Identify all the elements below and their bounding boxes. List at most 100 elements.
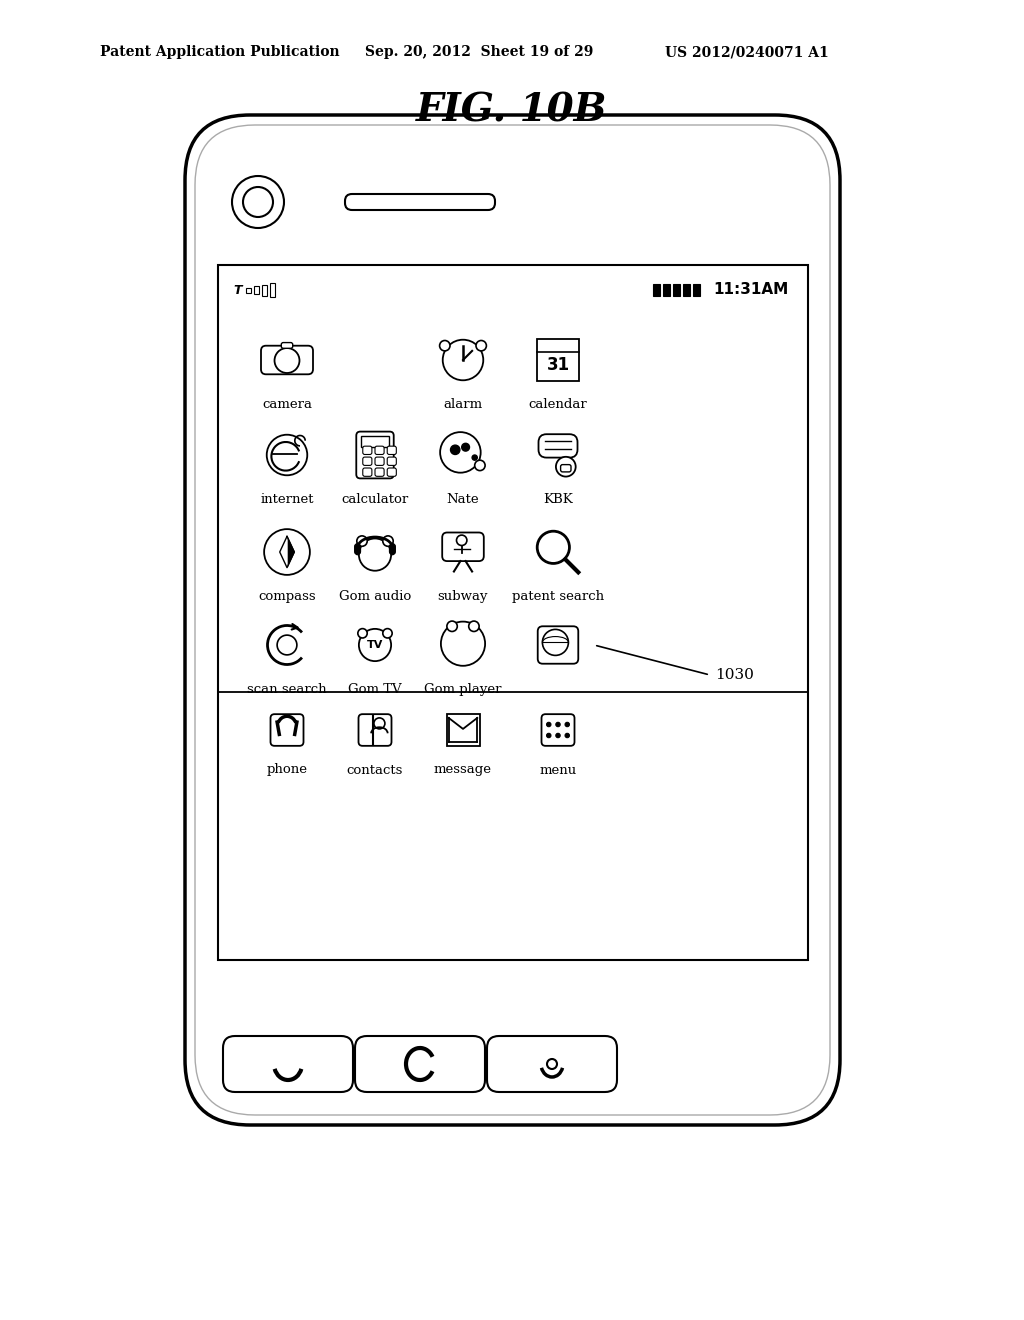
FancyBboxPatch shape [218, 265, 808, 960]
Circle shape [374, 718, 385, 729]
FancyBboxPatch shape [442, 532, 483, 561]
Circle shape [538, 531, 569, 564]
Text: T: T [233, 284, 242, 297]
Circle shape [356, 536, 368, 546]
Text: calculator: calculator [341, 492, 409, 506]
FancyBboxPatch shape [354, 544, 360, 554]
FancyBboxPatch shape [261, 346, 313, 375]
FancyBboxPatch shape [362, 446, 372, 454]
Circle shape [264, 529, 310, 576]
FancyBboxPatch shape [362, 457, 372, 466]
Text: Patent Application Publication: Patent Application Publication [100, 45, 340, 59]
FancyBboxPatch shape [362, 469, 372, 477]
FancyBboxPatch shape [223, 1036, 353, 1092]
Circle shape [475, 461, 485, 471]
FancyBboxPatch shape [345, 194, 495, 210]
Text: Gom audio: Gom audio [339, 590, 411, 603]
Circle shape [274, 348, 299, 374]
Circle shape [441, 622, 485, 665]
Text: Gom TV: Gom TV [348, 682, 401, 696]
FancyBboxPatch shape [389, 544, 395, 554]
Circle shape [446, 622, 458, 631]
FancyBboxPatch shape [560, 465, 571, 471]
Text: 1030: 1030 [715, 668, 754, 682]
Circle shape [556, 734, 560, 738]
Text: KBK: KBK [543, 492, 572, 506]
Circle shape [556, 457, 575, 477]
Bar [663, 284, 670, 296]
FancyBboxPatch shape [358, 714, 391, 746]
Circle shape [476, 341, 486, 351]
FancyBboxPatch shape [538, 339, 579, 380]
Bar [653, 284, 660, 296]
FancyBboxPatch shape [446, 714, 479, 746]
Circle shape [439, 341, 450, 351]
FancyBboxPatch shape [542, 714, 574, 746]
Circle shape [451, 445, 460, 454]
Bar [693, 284, 700, 296]
FancyBboxPatch shape [282, 343, 293, 348]
FancyBboxPatch shape [185, 115, 840, 1125]
Circle shape [547, 1059, 557, 1069]
Circle shape [358, 539, 391, 570]
FancyBboxPatch shape [270, 714, 303, 746]
Text: internet: internet [260, 492, 313, 506]
Circle shape [462, 444, 469, 451]
FancyBboxPatch shape [375, 457, 384, 466]
Bar [262, 285, 267, 296]
Circle shape [547, 734, 551, 738]
Text: compass: compass [258, 590, 315, 603]
Text: Gom player: Gom player [424, 682, 502, 696]
FancyBboxPatch shape [387, 457, 396, 466]
Text: camera: camera [262, 397, 312, 411]
Circle shape [243, 187, 273, 216]
Circle shape [543, 630, 568, 656]
Circle shape [565, 722, 569, 727]
Bar [246, 288, 251, 293]
Text: 11:31AM: 11:31AM [713, 282, 788, 297]
Text: scan search: scan search [247, 682, 327, 696]
Circle shape [278, 635, 297, 655]
Circle shape [472, 455, 477, 461]
FancyBboxPatch shape [361, 437, 388, 447]
Circle shape [358, 628, 391, 661]
Text: patent search: patent search [512, 590, 604, 603]
Circle shape [440, 432, 480, 473]
Bar [673, 284, 680, 296]
Text: message: message [434, 763, 492, 776]
FancyBboxPatch shape [356, 432, 393, 478]
Bar [270, 282, 275, 297]
Polygon shape [280, 536, 287, 568]
Circle shape [556, 722, 560, 727]
Bar [254, 286, 259, 294]
Circle shape [469, 622, 479, 631]
Text: menu: menu [540, 763, 577, 776]
Text: phone: phone [266, 763, 307, 776]
Text: US 2012/0240071 A1: US 2012/0240071 A1 [665, 45, 828, 59]
Text: 31: 31 [547, 356, 569, 374]
Circle shape [232, 176, 284, 228]
Text: contacts: contacts [347, 763, 403, 776]
Circle shape [383, 536, 393, 546]
Circle shape [457, 535, 467, 545]
Text: FIG. 10B: FIG. 10B [416, 91, 608, 129]
Text: alarm: alarm [443, 397, 482, 411]
FancyBboxPatch shape [195, 125, 830, 1115]
Circle shape [383, 628, 392, 638]
FancyBboxPatch shape [487, 1036, 617, 1092]
Circle shape [565, 734, 569, 738]
Text: calendar: calendar [528, 397, 588, 411]
FancyBboxPatch shape [355, 1036, 485, 1092]
FancyBboxPatch shape [538, 626, 579, 664]
Circle shape [547, 722, 551, 727]
Circle shape [357, 628, 368, 638]
Bar [683, 284, 690, 296]
Text: Nate: Nate [446, 492, 479, 506]
Circle shape [266, 434, 307, 475]
FancyBboxPatch shape [539, 434, 578, 458]
Text: Sep. 20, 2012  Sheet 19 of 29: Sep. 20, 2012 Sheet 19 of 29 [365, 45, 593, 59]
FancyBboxPatch shape [375, 469, 384, 477]
FancyBboxPatch shape [387, 446, 396, 454]
FancyBboxPatch shape [387, 469, 396, 477]
Polygon shape [287, 536, 294, 568]
